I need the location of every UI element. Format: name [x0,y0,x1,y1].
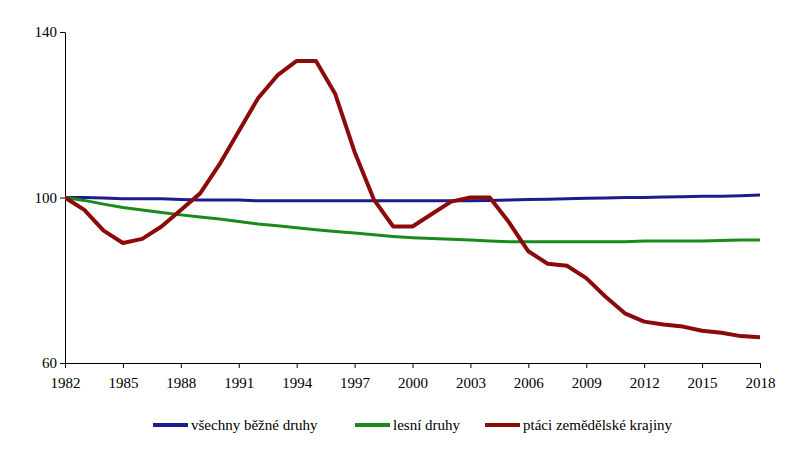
x-tick-mark [644,363,645,368]
x-tick: 2006 [514,363,545,391]
legend-label: lesní druhy [393,417,461,433]
series-line [65,195,760,201]
y-tick: 60 [42,355,65,371]
x-tick-mark [760,363,761,368]
plot-area [65,61,760,337]
legend: všechny běžné druhy lesní druhy ptáci země… [153,417,673,433]
x-tick-label: 1994 [282,375,313,391]
x-tick: 1988 [166,363,196,391]
x-tick-mark [702,363,703,368]
y-tick: 140 [35,24,66,40]
x-tick: 2003 [456,363,486,391]
series-line [65,61,760,337]
x-tick-mark [586,363,587,368]
x-tick-mark [470,363,471,368]
x-tick-mark [413,363,414,368]
chart: 1982 1985 1988 1991 1994 1997 2000 2003 2006 2009… [0,0,800,450]
y-tick-label: 100 [35,190,58,206]
x-tick-label: 2012 [630,375,660,391]
x-tick-label: 1985 [108,375,138,391]
y-tick-label: 140 [35,24,58,40]
x-axis: 1982 1985 1988 1991 1994 1997 2000 2003 2006 2009… [51,363,776,391]
x-tick-mark [65,363,66,368]
x-tick: 1985 [108,363,138,391]
x-tick-label: 1997 [340,375,371,391]
x-tick: 1991 [224,363,254,391]
y-tick: 100 [35,190,66,206]
x-tick: 1997 [340,363,371,391]
y-tick-label: 60 [42,355,57,371]
x-tick-label: 2015 [688,375,718,391]
x-tick-mark [528,363,529,368]
legend-key [153,423,188,427]
x-tick-mark [181,363,182,368]
y-tick-mark [60,363,65,364]
x-tick-label: 2018 [746,375,776,391]
x-tick-label: 2003 [456,375,486,391]
x-tick-label: 2000 [398,375,428,391]
x-tick: 2018 [746,363,776,391]
y-axis: 60 100 140 [35,24,66,371]
legend-label: všechny běžné druhy [191,417,318,433]
x-tick: 2012 [630,363,660,391]
x-tick: 2009 [572,363,602,391]
y-tick-mark [60,32,65,33]
legend-key [355,423,390,427]
x-tick-mark [239,363,240,368]
x-tick-mark [297,363,298,368]
x-tick-label: 1982 [51,375,81,391]
x-tick: 1994 [282,363,313,391]
x-tick: 2000 [398,363,428,391]
x-tick-mark [123,363,124,368]
x-tick: 2015 [688,363,718,391]
y-tick-mark [60,198,65,199]
x-tick-label: 1988 [166,375,196,391]
legend-label: ptáci zemědělské krajiny [523,417,673,433]
legend-key [485,423,520,427]
x-tick-label: 2009 [572,375,602,391]
x-tick-label: 1991 [224,375,254,391]
x-tick-mark [355,363,356,368]
x-tick-label: 2006 [514,375,545,391]
